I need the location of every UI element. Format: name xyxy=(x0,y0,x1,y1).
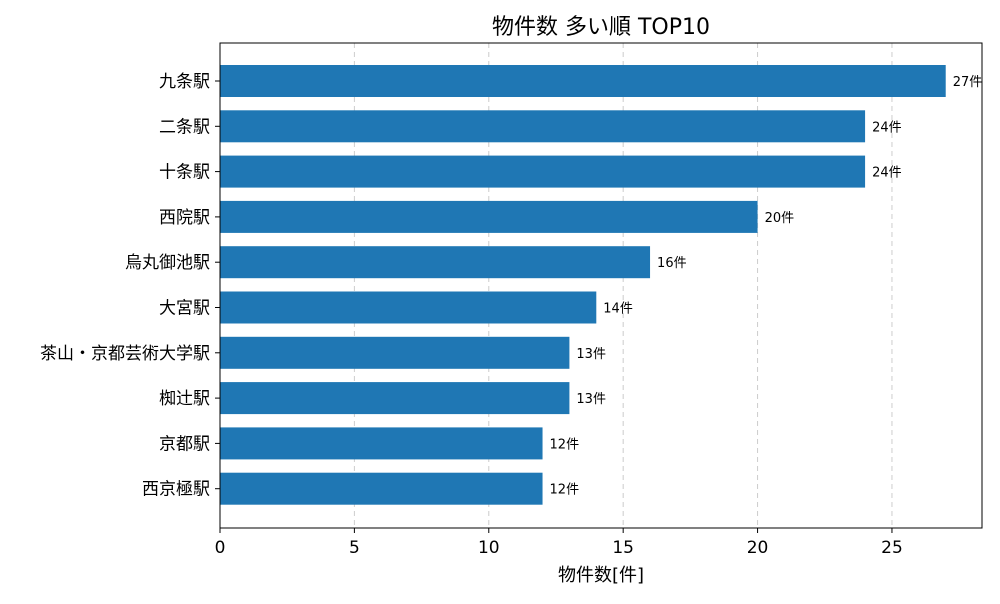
category-label: 椥辻駅 xyxy=(159,389,210,409)
data-labels: 27件 24件 24件 20件 16件 14件 13件 13件 12件 12件 xyxy=(550,75,983,498)
category-label: 西京極駅 xyxy=(142,480,210,500)
data-label: 13件 xyxy=(576,392,606,407)
bars xyxy=(220,65,946,505)
category-label: 九条駅 xyxy=(159,72,210,92)
x-tick-label: 15 xyxy=(612,538,634,558)
chart-title: 物件数 多い順 TOP10 xyxy=(492,15,710,40)
category-label: 二条駅 xyxy=(159,117,210,137)
bar xyxy=(220,200,758,233)
bar xyxy=(220,110,866,143)
x-tick-label: 20 xyxy=(747,538,769,558)
bar xyxy=(220,155,866,188)
bar xyxy=(220,291,597,324)
data-label: 13件 xyxy=(576,347,606,362)
bar xyxy=(220,65,946,97)
x-ticks: 0 5 10 15 20 25 xyxy=(215,528,903,558)
x-tick-label: 25 xyxy=(881,538,903,558)
x-axis-label: 物件数[件] xyxy=(558,565,644,586)
plot-frame xyxy=(219,42,983,529)
x-tick-label: 0 xyxy=(215,538,226,558)
data-label: 20件 xyxy=(765,211,795,226)
data-label: 24件 xyxy=(872,166,902,181)
x-tick-label: 10 xyxy=(478,538,500,558)
data-label: 24件 xyxy=(872,120,902,135)
bar xyxy=(220,246,651,279)
data-label: 14件 xyxy=(603,302,633,317)
category-label: 大宮駅 xyxy=(159,299,210,319)
data-label: 12件 xyxy=(550,483,580,498)
category-label: 茶山・京都芸術大学駅 xyxy=(40,344,210,364)
bar xyxy=(220,472,543,505)
category-label: 烏丸御池駅 xyxy=(125,253,210,273)
bar xyxy=(220,336,570,369)
data-label: 16件 xyxy=(657,256,687,271)
category-label: 京都駅 xyxy=(159,434,210,454)
x-tick-label: 5 xyxy=(349,538,360,558)
data-label: 27件 xyxy=(953,75,983,90)
bar xyxy=(220,382,570,415)
category-label: 西院駅 xyxy=(159,208,210,228)
data-label: 12件 xyxy=(550,437,580,452)
category-label: 十条駅 xyxy=(159,163,210,183)
bar xyxy=(220,427,543,460)
